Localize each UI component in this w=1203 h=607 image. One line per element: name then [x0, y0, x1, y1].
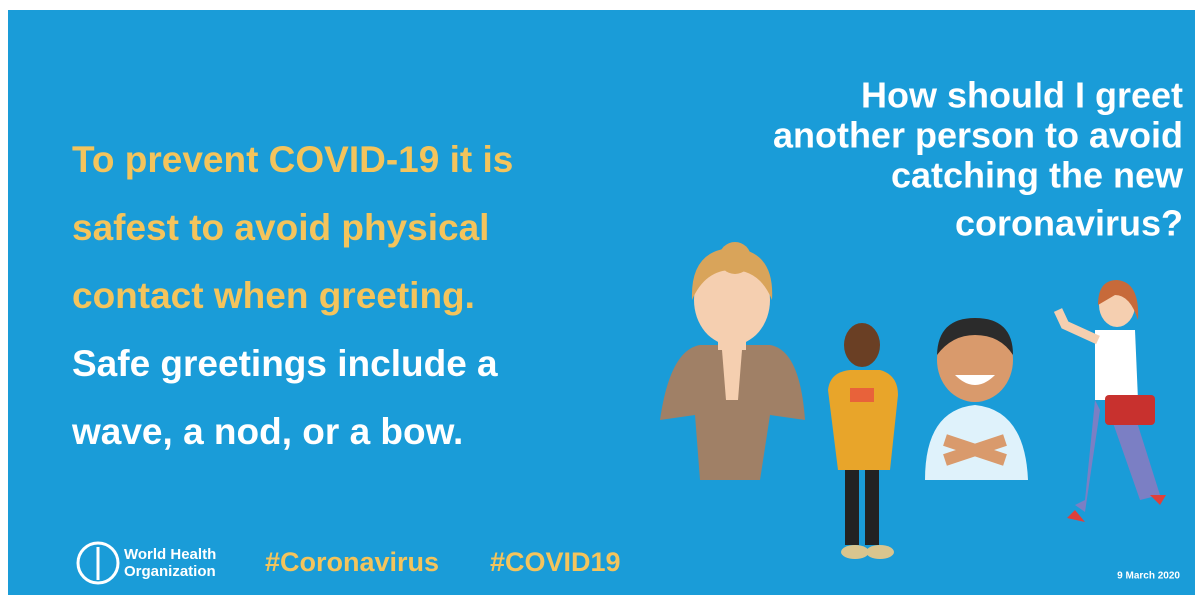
advice-line: safest to avoid physical: [72, 207, 489, 248]
title-line: How should I greet: [861, 75, 1183, 116]
org-name: World Health: [124, 546, 216, 563]
title-line: catching the new: [891, 155, 1184, 196]
hashtag: #Coronavirus: [265, 547, 439, 577]
greeting-line: Safe greetings include a: [72, 343, 498, 384]
org-name: Organization: [124, 563, 216, 580]
advice-line: To prevent COVID-19 it is: [72, 139, 513, 180]
advice-line: contact when greeting.: [72, 275, 475, 316]
greeting-line: wave, a nod, or a bow.: [71, 411, 463, 452]
title-line: coronavirus?: [955, 203, 1183, 244]
date: 9 March 2020: [1117, 571, 1180, 582]
infographic: How should I greet another person to avo…: [0, 0, 1203, 607]
title-line: another person to avoid: [773, 115, 1183, 156]
hashtag: #COVID19: [490, 547, 621, 577]
